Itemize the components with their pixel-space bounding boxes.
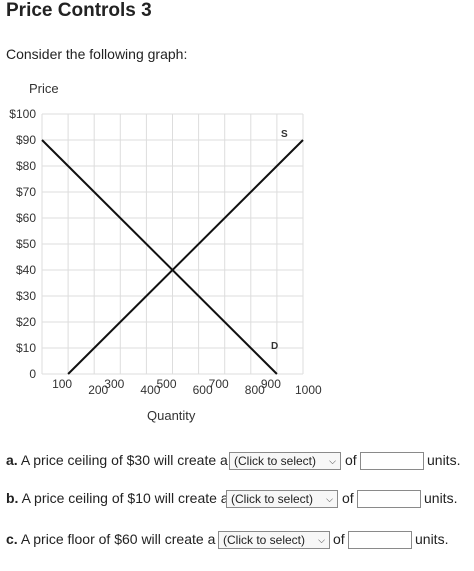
- x-tick-label: 1000: [295, 383, 322, 397]
- question-c-text: A price floor of $60 will create a: [20, 531, 216, 547]
- y-tick-label: $80: [16, 159, 36, 173]
- x-tick-label: 300: [104, 377, 124, 391]
- y-tick-label: $10: [16, 341, 36, 355]
- question-c-units: units.: [415, 531, 449, 547]
- x-tick-label: 200: [88, 383, 108, 397]
- question-b-of: of: [342, 490, 354, 506]
- x-tick-label: 600: [193, 383, 213, 397]
- y-tick-label: $40: [16, 263, 36, 277]
- question-a-letter: a.: [6, 452, 18, 468]
- x-tick-label: 700: [209, 377, 229, 391]
- x-tick-label: 800: [245, 383, 265, 397]
- y-tick-label: $70: [16, 185, 36, 199]
- page-title: Price Controls 3: [6, 0, 152, 21]
- intro-text: Consider the following graph:: [6, 46, 188, 62]
- x-tick-label: 500: [156, 377, 176, 391]
- x-tick-label: 400: [140, 383, 160, 397]
- question-b-select-value: (Click to select): [231, 492, 314, 506]
- chevron-down-icon: ⌵: [318, 534, 325, 545]
- question-a-select-value: (Click to select): [234, 454, 317, 468]
- x-tick-label: 900: [261, 377, 281, 391]
- chevron-down-icon: ⌵: [329, 455, 336, 466]
- y-tick-label: $100: [9, 107, 36, 121]
- chevron-down-icon: ⌵: [326, 493, 333, 504]
- y-tick-label: $30: [16, 289, 36, 303]
- question-c-input[interactable]: [348, 531, 412, 549]
- question-b-input[interactable]: [357, 490, 421, 508]
- x-axis-title: Quantity: [147, 408, 196, 423]
- question-c-select[interactable]: (Click to select) ⌵: [218, 531, 330, 549]
- question-a-units: units.: [427, 452, 461, 468]
- series-line-s: [67, 139, 304, 375]
- question-b-letter: b.: [6, 490, 19, 506]
- y-tick-label: $90: [16, 133, 36, 147]
- question-a-select[interactable]: (Click to select) ⌵: [229, 452, 341, 470]
- y-tick-label: $50: [16, 237, 36, 251]
- series-label-s: S: [281, 129, 288, 140]
- question-c: c. A price floor of $60 will create a: [6, 531, 215, 547]
- question-c-of: of: [333, 531, 345, 547]
- question-c-letter: c.: [6, 531, 18, 547]
- y-axis-title: Price: [29, 81, 59, 96]
- question-a-of: of: [345, 452, 357, 468]
- question-b-text: A price ceiling of $10 will create a: [21, 490, 229, 506]
- question-c-select-value: (Click to select): [223, 533, 306, 547]
- y-tick-label: $60: [16, 211, 36, 225]
- series-line-d: [41, 139, 278, 375]
- series-label-d: D: [271, 341, 278, 352]
- question-a-text: A price ceiling of $30 will create a: [20, 452, 228, 468]
- y-tick-label: $20: [16, 315, 36, 329]
- x-tick-label: 100: [52, 377, 72, 391]
- question-a-input[interactable]: [360, 452, 424, 470]
- question-a: a. A price ceiling of $30 will create a: [6, 452, 228, 468]
- question-b-units: units.: [424, 490, 458, 506]
- y-tick-label: 0: [29, 367, 36, 381]
- question-b: b. A price ceiling of $10 will create a: [6, 490, 229, 506]
- question-b-select[interactable]: (Click to select) ⌵: [226, 490, 338, 508]
